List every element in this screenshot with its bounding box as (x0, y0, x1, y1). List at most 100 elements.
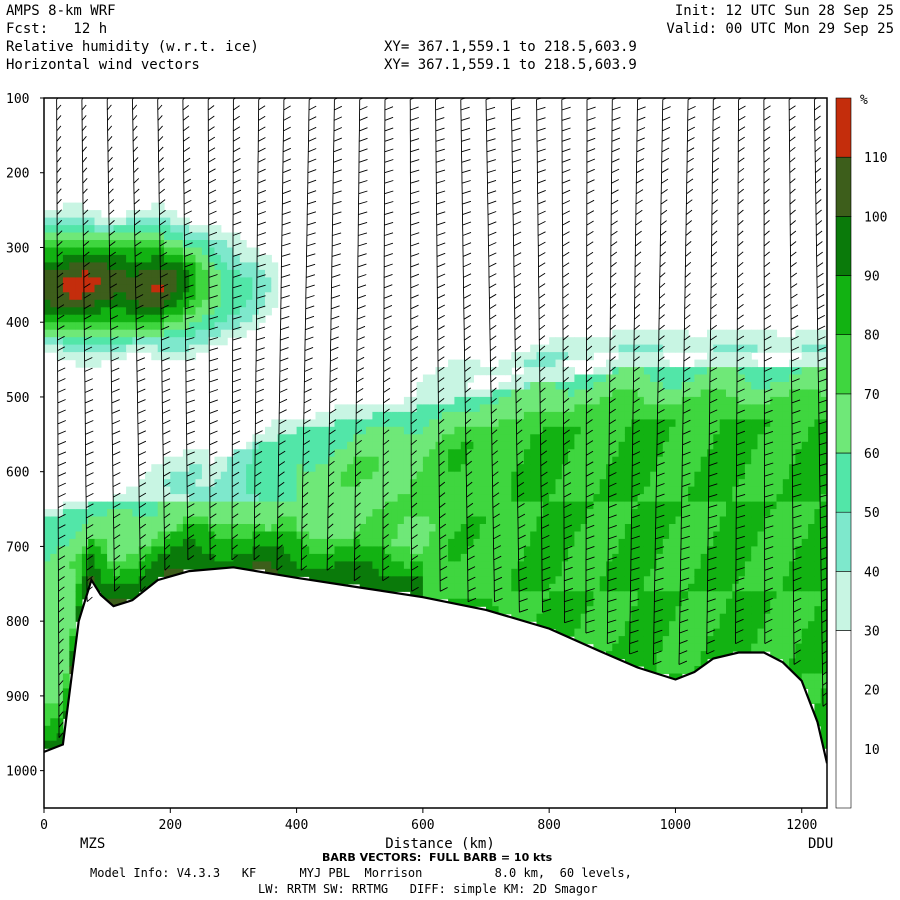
rh-cell (561, 352, 569, 361)
rh-cell (669, 479, 676, 488)
barb-column (813, 98, 827, 707)
rh-cell (81, 217, 89, 226)
rh-cell (75, 240, 83, 249)
rh-cell (505, 509, 512, 518)
rh-cell (820, 733, 827, 742)
rh-cell (347, 538, 354, 547)
rh-cell (100, 269, 108, 278)
rh-cell (151, 225, 159, 234)
rh-cell (195, 516, 203, 525)
rh-cell (151, 337, 159, 346)
rh-cell (302, 471, 310, 480)
rh-cell (391, 426, 399, 435)
rh-cell (479, 426, 487, 435)
rh-cell (239, 494, 247, 503)
rh-cell (606, 598, 613, 607)
rh-cell (189, 524, 197, 533)
barb-column (157, 98, 171, 571)
rh-cell (467, 471, 474, 480)
rh-cell (56, 337, 64, 346)
colorbar-unit: % (860, 93, 868, 108)
rh-cell (776, 389, 784, 398)
rh-cell (606, 494, 613, 503)
rh-cell (113, 561, 121, 570)
rh-cell (454, 359, 462, 368)
rh-cell (44, 710, 51, 719)
rh-cell (302, 456, 310, 465)
rh-cell (662, 479, 670, 488)
rh-cell (561, 337, 569, 346)
rh-cell (574, 337, 582, 346)
rh-cell (44, 299, 51, 308)
rh-cell (448, 419, 455, 428)
rh-cell (75, 606, 83, 615)
rh-cell (580, 479, 588, 488)
rh-cell (473, 509, 481, 518)
rh-cell (62, 531, 70, 540)
rh-cell (492, 464, 500, 473)
rh-cell (372, 404, 380, 413)
rh-cell (151, 202, 159, 211)
rh-cell (486, 486, 493, 495)
rh-cell (378, 494, 386, 503)
rh-cell (643, 337, 651, 346)
rh-cell (227, 524, 234, 533)
rh-cell (138, 509, 146, 518)
rh-cell (631, 352, 639, 361)
rh-cell (391, 583, 399, 592)
rh-cell (599, 449, 607, 458)
rh-cell (820, 695, 827, 704)
rh-cell (738, 628, 746, 637)
rh-cell (713, 367, 721, 376)
rh-cell (808, 419, 815, 428)
rh-cell (744, 389, 752, 398)
rh-cell (164, 254, 171, 263)
rh-cell (580, 598, 588, 607)
rh-cell (637, 516, 645, 525)
rh-cell (656, 426, 664, 435)
rh-cell (688, 636, 695, 645)
rh-cell (189, 322, 197, 331)
rh-cell (738, 621, 746, 630)
rh-cell (549, 598, 557, 607)
rh-cell (568, 464, 575, 473)
rh-cell (770, 479, 778, 488)
rh-cell (56, 247, 64, 256)
rh-cell (397, 449, 405, 458)
rh-cell (744, 501, 752, 510)
rh-cell (498, 479, 506, 488)
rh-cell (612, 583, 620, 592)
rh-cell (801, 621, 809, 630)
rh-cell (561, 561, 569, 570)
rh-cell (88, 240, 96, 249)
rh-cell (776, 583, 784, 592)
rh-cell (612, 456, 620, 465)
rh-cell (157, 254, 165, 263)
rh-cell (738, 531, 746, 540)
rh-cell (246, 524, 253, 533)
rh-cell (662, 591, 670, 600)
rh-cell (271, 494, 279, 503)
rh-cell (612, 553, 620, 562)
rh-cell (505, 583, 512, 592)
rh-cell (700, 658, 708, 667)
rh-cell (782, 389, 790, 398)
rh-cell (643, 576, 651, 585)
rh-cell (681, 419, 689, 428)
rh-cell (587, 434, 594, 443)
rh-cell (239, 464, 247, 473)
rh-cell (738, 591, 746, 600)
rh-cell (770, 396, 778, 405)
rh-cell (751, 344, 759, 353)
rh-cell (334, 411, 342, 420)
rh-cell (448, 411, 455, 420)
rh-cell (151, 292, 159, 301)
rh-cell (763, 576, 771, 585)
rh-cell (94, 254, 102, 263)
rh-cell (157, 232, 165, 241)
rh-cell (75, 531, 83, 540)
rh-cell (62, 329, 70, 338)
rh-cell (385, 524, 392, 533)
rh-cell (132, 568, 140, 577)
barb-column (382, 98, 394, 582)
